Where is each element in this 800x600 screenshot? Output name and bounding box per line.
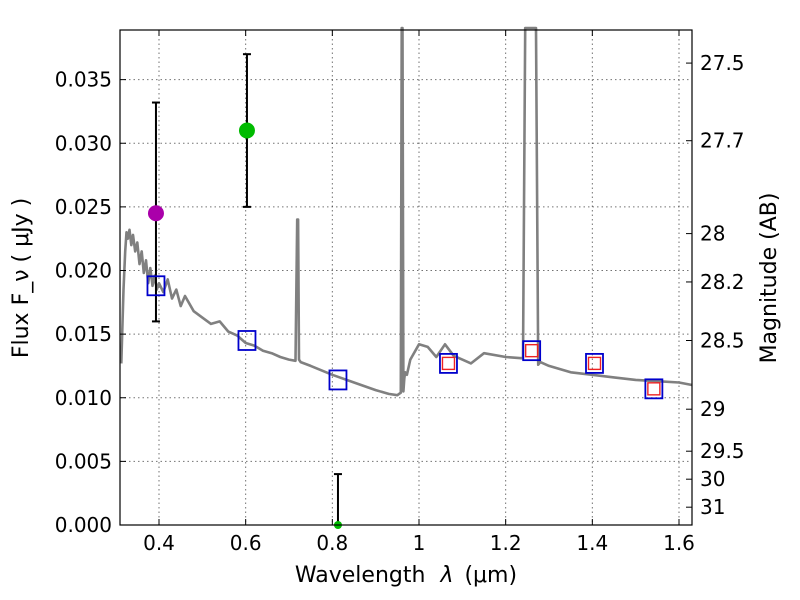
x-axis-title: Wavelength λ (μm) — [295, 563, 517, 588]
plot-frame — [119, 29, 693, 526]
markers-layer — [146, 122, 664, 529]
y-tick-label: 0.010 — [55, 386, 112, 410]
grid-lines — [120, 30, 692, 526]
right-tick-label: 28.2 — [700, 270, 745, 294]
model-band-square-red — [647, 382, 661, 396]
model-sed-layer — [120, 26, 693, 397]
model-band-square-red — [587, 356, 602, 371]
right-tick-label: 30 — [700, 467, 725, 491]
photometry-point — [238, 122, 255, 139]
x-tick-label: 1 — [413, 531, 426, 555]
model-band-square — [522, 340, 542, 362]
model-sed-line — [120, 26, 693, 397]
x-tick-label: 1.2 — [490, 531, 522, 555]
y-axis-title: Flux F_ν ( μJy ) — [9, 198, 34, 358]
x-tick-label: 0.6 — [230, 531, 262, 555]
model-band-square-red — [441, 356, 456, 371]
right-tick-label: 27.5 — [700, 51, 745, 75]
right-tick-label: 27.7 — [700, 129, 745, 153]
model-band-square — [439, 352, 458, 374]
x-tick-label: 1.6 — [663, 531, 695, 555]
photometry-point — [147, 205, 164, 222]
right-tick-label: 29.5 — [700, 439, 745, 463]
model-band-square — [328, 369, 348, 391]
model-band-square-red — [524, 343, 539, 358]
right-tick-label: 28.5 — [700, 328, 745, 352]
y-tick-label: 0.030 — [55, 131, 112, 155]
x-tick-label: 0.4 — [143, 531, 175, 555]
right-tick-label: 31 — [700, 495, 725, 519]
model-band-square — [146, 275, 166, 297]
model-band-square — [585, 352, 604, 374]
y-tick-label: 0.015 — [55, 322, 112, 346]
tick-marks — [120, 30, 692, 526]
x-tick-label: 0.8 — [316, 531, 348, 555]
y-tick-label: 0.020 — [55, 259, 112, 283]
model-band-square — [644, 378, 664, 400]
right-y-axis-title: Magnitude (AB) — [757, 193, 782, 364]
model-band-square — [237, 330, 257, 351]
x-tick-label: 1.4 — [576, 531, 608, 555]
right-tick-label: 28 — [700, 222, 725, 246]
right-tick-label: 29 — [700, 397, 725, 421]
y-tick-label: 0.000 — [55, 513, 112, 537]
y-tick-label: 0.025 — [55, 195, 112, 219]
tick-labels: 0.4 0.6 0.8 1 1.2 1.4 1.6 0.000 0.005 0.010 0.015 0… — [55, 51, 745, 555]
y-tick-label: 0.035 — [55, 68, 112, 92]
y-tick-label: 0.005 — [55, 449, 112, 473]
